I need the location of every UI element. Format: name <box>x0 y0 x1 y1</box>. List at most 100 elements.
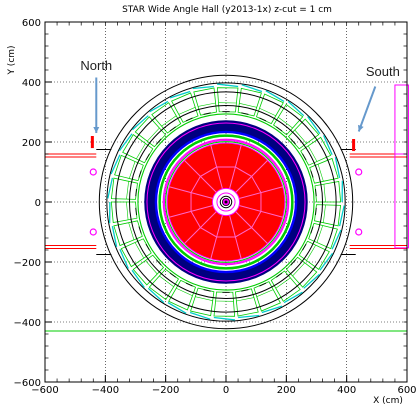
tof-slab <box>238 314 260 319</box>
yoke-segment-inner <box>128 161 136 179</box>
detector-ring <box>165 141 287 263</box>
tpc-sector-line <box>210 145 224 191</box>
yoke-segment <box>110 201 138 224</box>
yoke-segment-inner <box>323 204 326 223</box>
detector-ring <box>128 104 324 300</box>
y-tick-label: 600 <box>22 18 41 29</box>
magnet-coil-marker <box>310 226 314 234</box>
yoke-segment-inner <box>316 225 324 243</box>
detector-ring <box>137 113 315 291</box>
tpc-sector-line <box>234 210 268 244</box>
y-tick-label: −400 <box>14 318 41 329</box>
tof-slab <box>169 90 191 99</box>
yoke-segment-inner <box>159 275 174 287</box>
magnet-coil-marker <box>275 126 283 132</box>
detector-ring <box>115 91 337 313</box>
south-support-frame <box>394 84 410 249</box>
tof-slab <box>118 133 133 152</box>
yoke-segment-inner <box>176 287 193 297</box>
magnet-coil-marker <box>138 170 142 178</box>
north-marker <box>90 136 94 149</box>
tof-slab <box>167 302 187 314</box>
inner-detector-ring <box>216 192 236 212</box>
tof-slab <box>149 100 169 113</box>
yoke-segment-inner <box>178 107 196 115</box>
yoke-segment-inner <box>236 297 255 302</box>
tof-slab <box>283 291 303 304</box>
emc-outer-edge <box>146 122 306 282</box>
magnet-coil-marker <box>259 117 267 122</box>
y-tick-label: 0 <box>35 198 41 209</box>
magnet-coil-marker <box>135 188 137 197</box>
yoke-segment-inner <box>239 103 257 108</box>
tof-slab <box>331 229 342 250</box>
tof-slab <box>189 311 211 320</box>
magnet-coil-marker <box>275 272 283 278</box>
tpc-outer-wall <box>162 138 290 266</box>
magnet-coil-marker <box>302 153 307 161</box>
magenta-marker <box>89 228 97 236</box>
tpc-sector-line <box>184 160 218 194</box>
y-tick-label: 200 <box>22 138 41 149</box>
yoke-segment-inner <box>145 260 158 275</box>
yoke-segment-inner <box>134 242 145 259</box>
tof-slab <box>338 205 345 227</box>
tof-slab <box>307 116 321 135</box>
tof-slab <box>261 305 283 314</box>
yoke-segment-inner <box>126 201 129 220</box>
tof-slab <box>334 156 341 178</box>
x-tick-label: −200 <box>152 385 179 396</box>
tpc-sector-line <box>184 210 218 244</box>
tof-slab <box>110 154 121 175</box>
yoke-segment-inner <box>256 289 274 297</box>
tof-slab <box>131 115 149 131</box>
tof-slab <box>131 269 145 288</box>
tof-slab <box>119 248 129 269</box>
yoke-segment-inner <box>126 181 129 200</box>
yoke-segment-inner <box>197 102 216 107</box>
north-arrow-head <box>93 127 100 133</box>
tof-slab <box>287 100 305 117</box>
magnet-coil-marker <box>145 243 150 251</box>
yoke-segment-inner <box>259 107 276 117</box>
magnet-coil-marker <box>203 112 211 115</box>
magnet-coil-marker <box>302 243 307 251</box>
yoke-segment <box>298 240 330 270</box>
figure-title: STAR Wide Angle Hall (y2013-1x) z-cut = … <box>122 5 332 15</box>
magnet-coil-marker <box>185 282 193 287</box>
south-arrow-head <box>357 124 364 132</box>
emc-band <box>144 120 308 284</box>
tof-slab <box>241 84 263 93</box>
magenta-marker <box>355 168 363 176</box>
magenta-marker <box>89 168 97 176</box>
magnet-coil-marker <box>203 289 211 292</box>
yoke-segment <box>110 177 138 200</box>
north-label: North <box>80 58 112 73</box>
tof-slab <box>147 287 165 304</box>
south-marker <box>352 139 356 152</box>
detector-geometry <box>45 74 410 332</box>
x-axis-label: X (cm) <box>373 396 403 406</box>
yoke-segment <box>314 180 342 203</box>
axis-ticks: −600 −400 −200 0 200 400 600 −600 −400 −200 0 200 40… <box>14 18 417 396</box>
tof-slab <box>323 135 333 156</box>
tpc-sector-line <box>228 213 242 259</box>
yoke-segment-inner <box>294 129 307 144</box>
magnet-coil-marker <box>290 259 296 266</box>
tof-slab <box>192 85 214 90</box>
y-axis-label: Y (cm) <box>7 45 17 75</box>
magnet-coil-marker <box>310 170 314 178</box>
yoke-segment-inner <box>278 117 293 129</box>
yoke-segment-inner <box>323 184 326 203</box>
magnet-coil-marker <box>241 112 249 115</box>
x-tick-label: 200 <box>277 385 296 396</box>
tpc-inner-sectors <box>190 166 262 238</box>
magnet-coil-marker <box>315 207 317 216</box>
magnet-coil-marker <box>135 207 137 216</box>
south-label: South <box>366 64 400 79</box>
magnet-coil-marker <box>241 289 249 292</box>
magnet-coil-marker <box>169 272 177 278</box>
x-tick-label: 400 <box>337 385 356 396</box>
emc-inner-edge <box>154 130 298 274</box>
